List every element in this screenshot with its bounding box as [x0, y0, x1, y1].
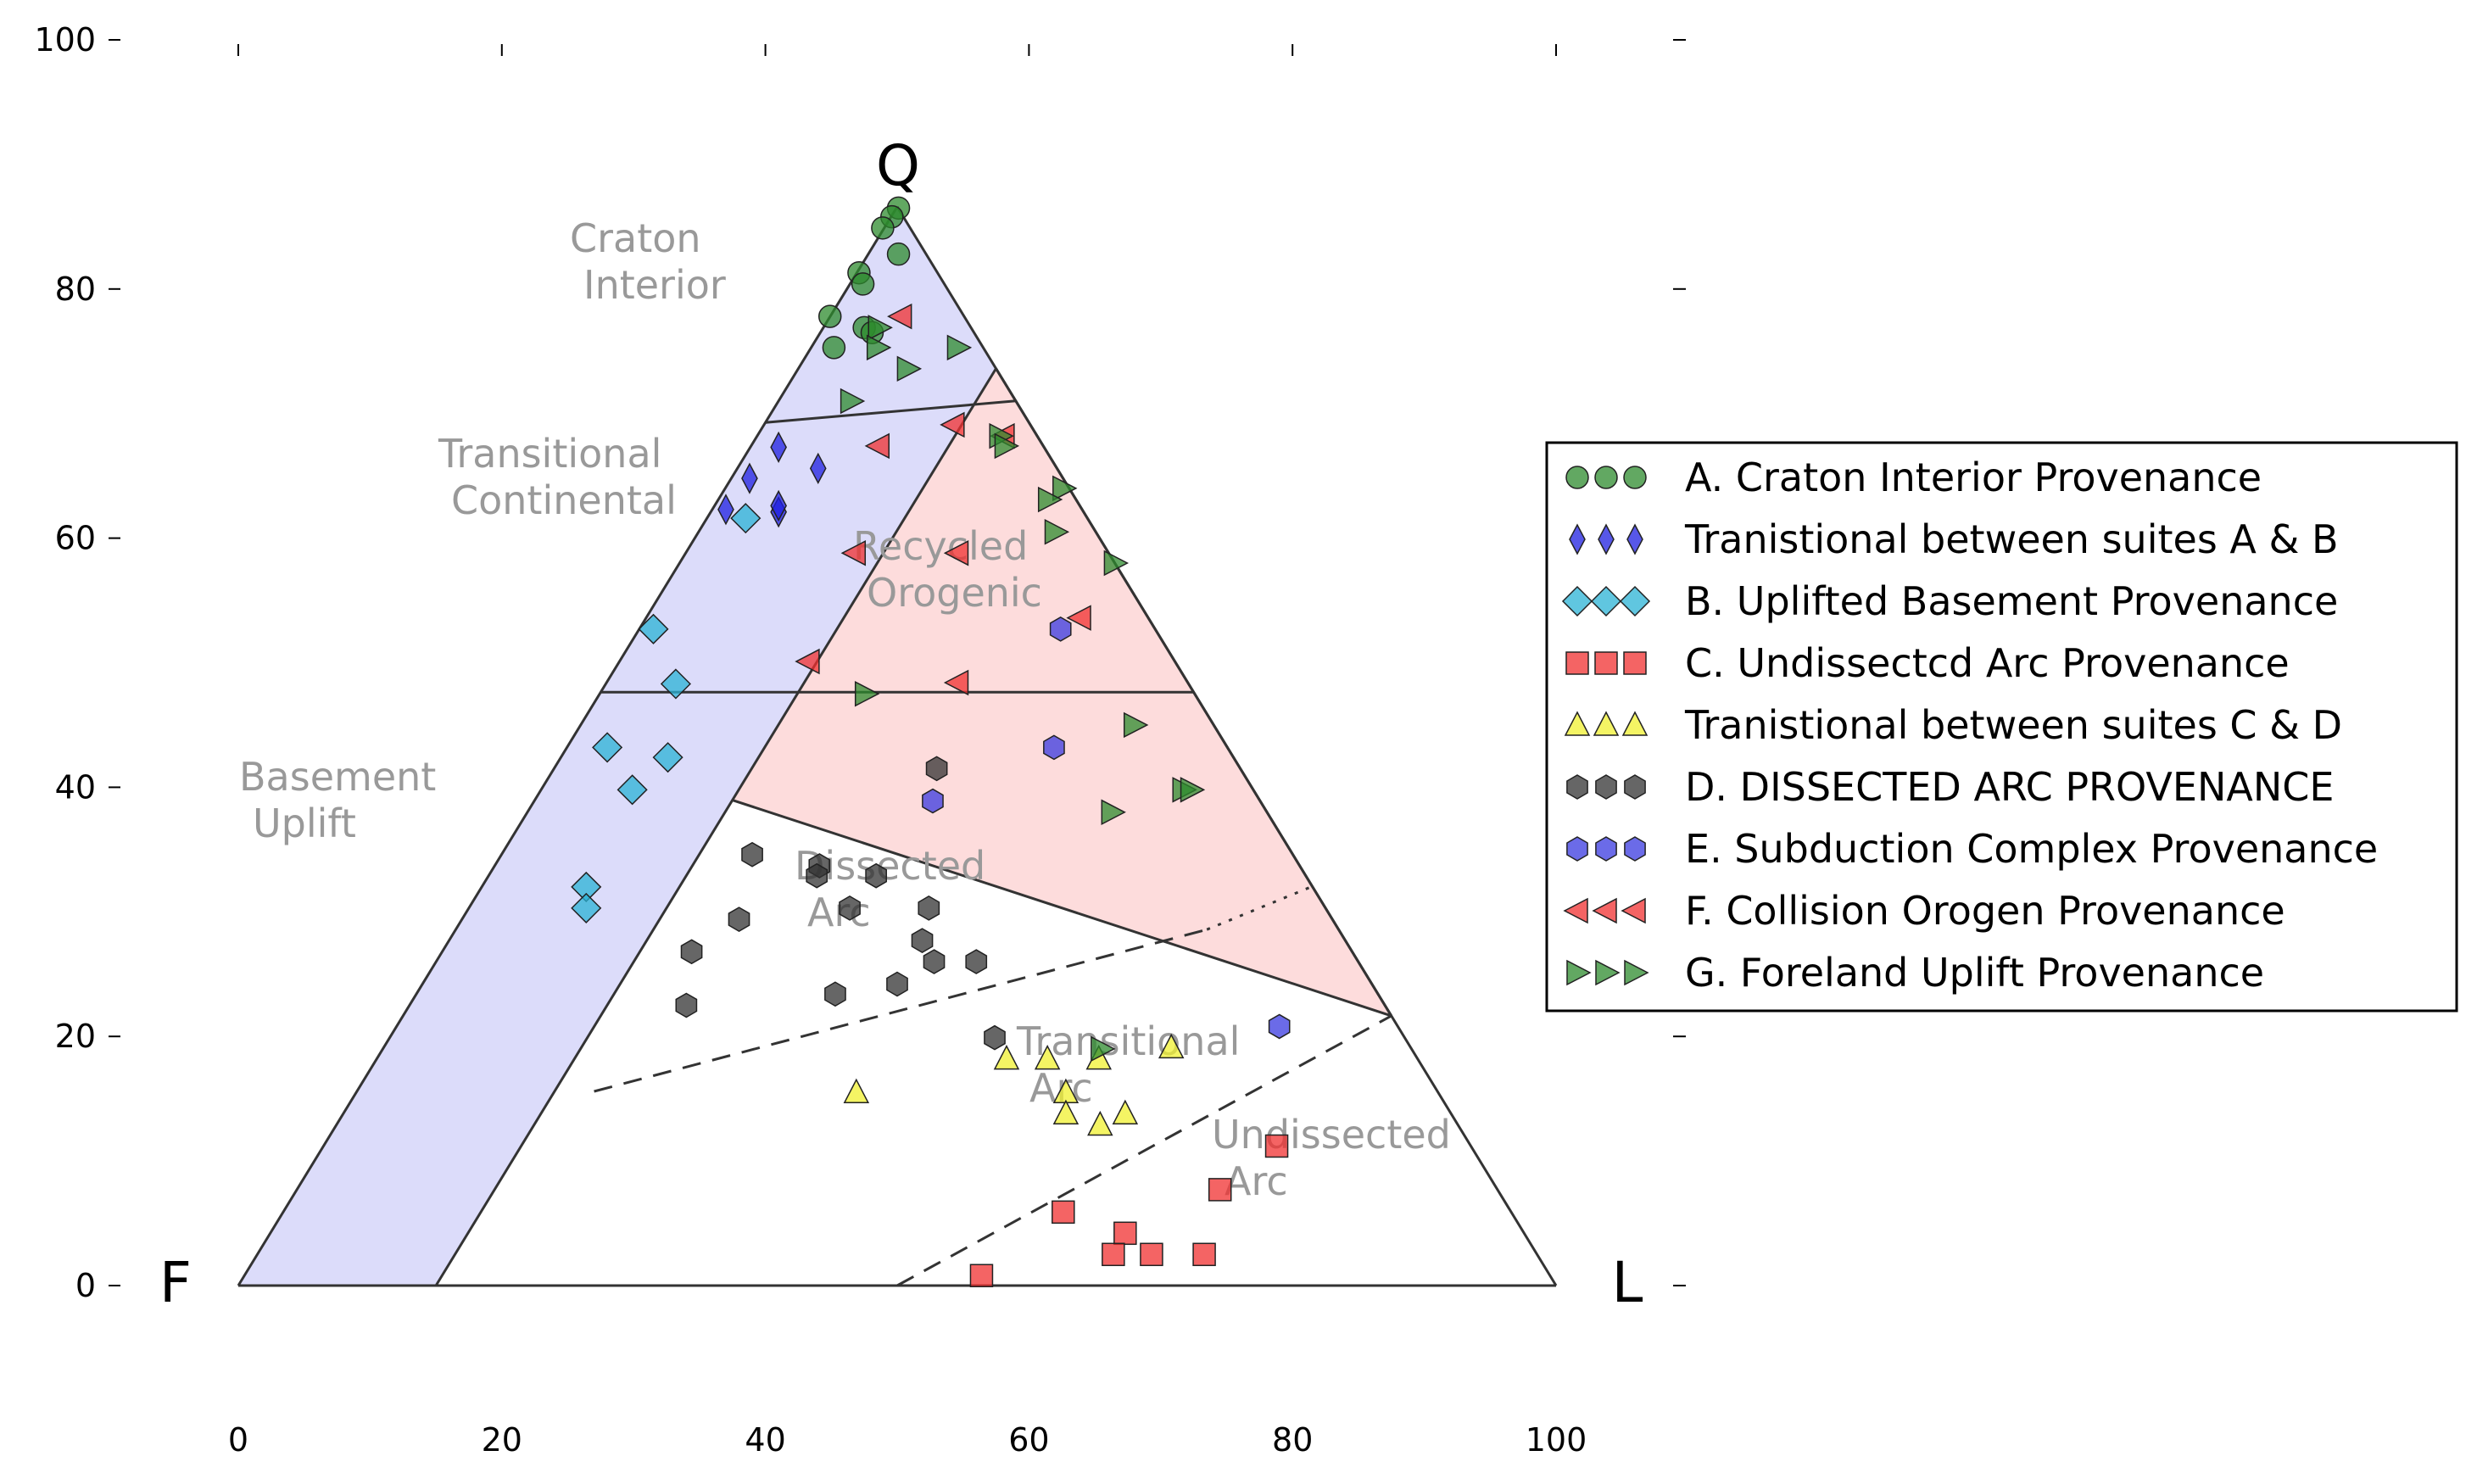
- data-point: [1113, 1100, 1138, 1125]
- region-label-recycled: Orogenic: [867, 570, 1042, 616]
- data-point: [728, 907, 750, 932]
- data-point: [1087, 1111, 1113, 1136]
- axes: 0 20 40 60 80 100 0 20 40 60 80 100: [34, 21, 1686, 1459]
- data-point: [844, 1079, 869, 1104]
- data-point: [1049, 616, 1072, 642]
- y-tick-label: 40: [55, 768, 96, 806]
- data-point: [1268, 1013, 1291, 1040]
- legend-label: G. Foreland Uplift Provenance: [1685, 950, 2264, 996]
- vertex-label-q: Q: [876, 133, 920, 198]
- data-point: [865, 862, 887, 889]
- x-tick-label: 40: [745, 1421, 785, 1459]
- x-tick-label: 20: [482, 1421, 522, 1459]
- region-label-undissected: Undissected: [1212, 1112, 1451, 1158]
- data-point: [923, 949, 946, 974]
- legend-label: A. Craton Interior Provenance: [1685, 455, 2262, 500]
- data-point: [675, 992, 698, 1018]
- legend-label: F. Collision Orogen Provenance: [1685, 888, 2285, 934]
- legend-label: D. DISSECTED ARC PROVENANCE: [1685, 764, 2334, 810]
- y-tick-label: 0: [75, 1267, 96, 1304]
- continental-block-boundary: [434, 367, 997, 1286]
- data-point: [839, 895, 861, 921]
- legend-label: B. Uplifted Basement Provenance: [1685, 578, 2338, 624]
- y-tick-label: 20: [55, 1018, 96, 1055]
- legend-marker: [1624, 774, 1646, 800]
- x-tick-label: 0: [228, 1421, 248, 1459]
- legend-frame: [1545, 441, 2458, 1013]
- legend-marker: [1594, 651, 1618, 675]
- data-point: [994, 1045, 1019, 1070]
- data-point: [824, 981, 846, 1007]
- region-label-transitional-continental: Continental: [451, 477, 677, 523]
- legend-items: A. Craton Interior Provenance Tranistiona…: [1562, 455, 2378, 996]
- legend-marker: [1594, 466, 1618, 489]
- data-point: [822, 336, 846, 360]
- edge-left: [237, 206, 899, 1286]
- legend-label: Tranistional between suites C & D: [1684, 702, 2342, 748]
- region-label-basement: Uplift: [253, 801, 356, 846]
- y-tick-label: 80: [55, 271, 96, 308]
- region-label-undissected: Arc: [1225, 1158, 1288, 1204]
- region-label-craton: Interior: [583, 262, 726, 308]
- legend-label: E. Subduction Complex Provenance: [1685, 826, 2378, 872]
- data-point: [1140, 1242, 1163, 1267]
- x-tick-label: 60: [1008, 1421, 1049, 1459]
- data-point: [680, 939, 703, 965]
- x-tick-label: 80: [1272, 1421, 1313, 1459]
- vertex-labels: Q F L: [159, 133, 1643, 1315]
- data-point: [918, 895, 940, 921]
- region-label-transitional-continental: Transitional: [438, 431, 661, 477]
- legend-marker: [1624, 836, 1646, 862]
- craton-boundary: [765, 399, 1016, 424]
- data-point: [1264, 1134, 1289, 1158]
- vertex-label-l: L: [1612, 1250, 1643, 1315]
- data-point: [911, 928, 934, 953]
- legend-marker: [1623, 466, 1647, 489]
- data-point: [925, 756, 948, 782]
- legend-marker: [1565, 466, 1589, 489]
- vertex-label-f: F: [159, 1250, 192, 1315]
- data-point: [965, 949, 988, 974]
- data-point: [1113, 1221, 1137, 1246]
- legend-marker: [1623, 651, 1647, 675]
- data-point: [969, 1264, 994, 1287]
- data-point: [1043, 734, 1065, 761]
- recycled-orogen-lower-boundary: [732, 799, 1392, 1018]
- data-point: [1102, 1242, 1125, 1267]
- legend-marker: [1595, 836, 1617, 862]
- legend-label: C. Undissectcd Arc Provenance: [1685, 640, 2290, 686]
- legend-label: Tranistional between suites A & B: [1684, 516, 2339, 562]
- data-point: [806, 862, 828, 889]
- legend-marker: [1566, 774, 1588, 800]
- data-point: [1052, 1200, 1075, 1225]
- data-point: [922, 788, 944, 814]
- region-label-craton: Craton: [570, 215, 701, 261]
- x-tick-label: 100: [1526, 1421, 1587, 1459]
- field-boundaries: [237, 206, 1558, 1287]
- region-label-basement: Basement: [239, 754, 436, 800]
- data-point: [851, 272, 875, 296]
- data-point: [984, 1024, 1006, 1051]
- data-point: [741, 841, 763, 868]
- transitional-undissected-boundary: [896, 1014, 1392, 1287]
- legend-marker: [1595, 774, 1617, 800]
- dissected-transitional-boundary: [594, 928, 1208, 1093]
- data-point: [871, 216, 895, 240]
- data-point: [1208, 1178, 1232, 1202]
- data-point: [817, 304, 842, 328]
- legend-marker: [1565, 651, 1589, 675]
- legend: A. Craton Interior Provenance Tranistiona…: [1545, 441, 2458, 1013]
- y-tick-label: 60: [55, 520, 96, 557]
- data-point: [1192, 1242, 1216, 1267]
- data-point: [886, 971, 908, 997]
- y-tick-label: 100: [34, 21, 96, 59]
- region-label-recycled: Recycled: [853, 523, 1028, 569]
- data-point: [886, 242, 911, 266]
- legend-marker: [1566, 836, 1588, 862]
